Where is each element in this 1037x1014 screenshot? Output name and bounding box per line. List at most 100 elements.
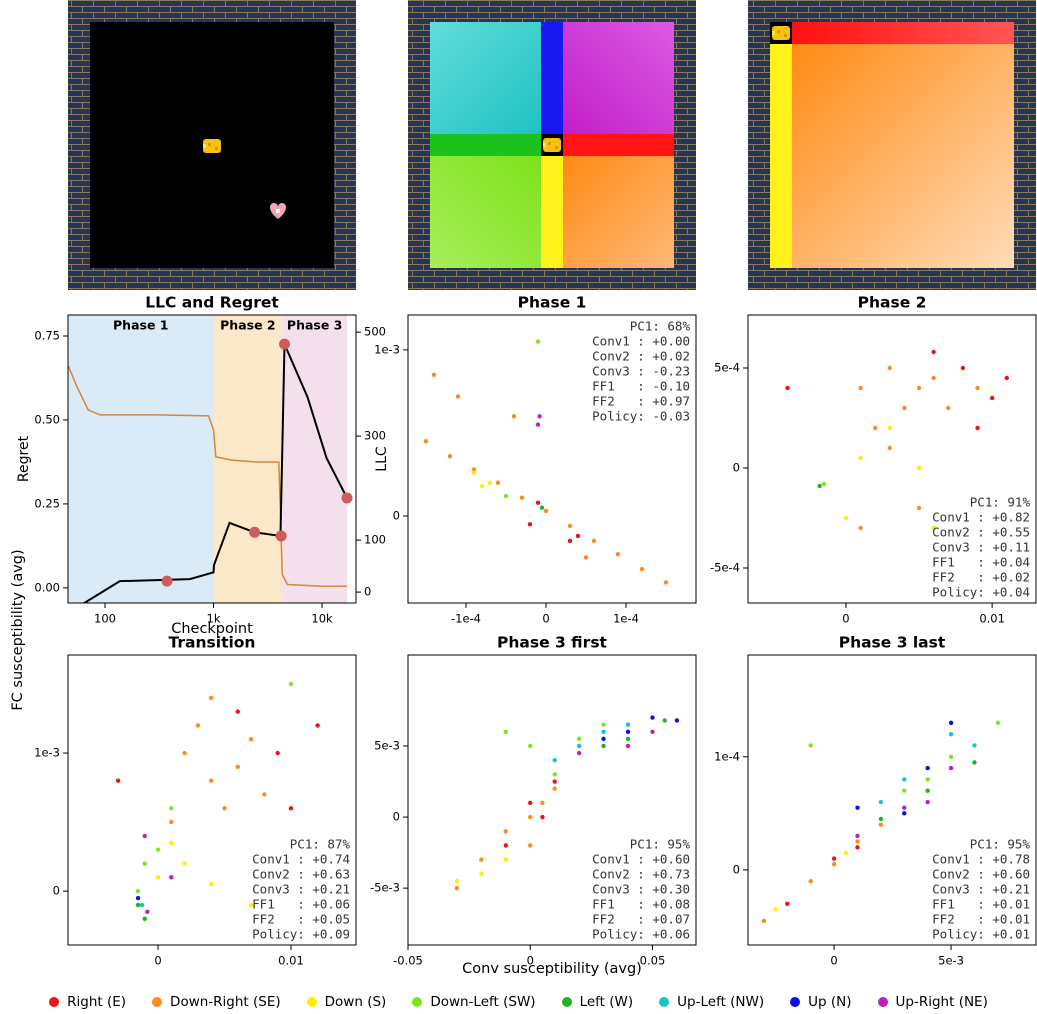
scatter-point <box>142 861 147 866</box>
x-tick-label: 0 <box>154 954 161 968</box>
scatter-point <box>887 425 893 431</box>
x-tick-label: 0 <box>542 612 549 626</box>
scatter-point <box>843 515 849 521</box>
scatter-point <box>887 365 893 371</box>
y-tick-label: 1e-3 <box>34 746 60 760</box>
legend-label: Right (E) <box>67 994 127 1010</box>
legend-marker <box>412 997 423 1007</box>
legend-marker <box>790 997 801 1007</box>
legend-marker <box>877 997 888 1007</box>
scatter-point <box>931 349 936 355</box>
scatter-point <box>527 522 533 527</box>
scatter-point <box>639 566 645 572</box>
annotation: Conv1 : +0.78 <box>932 852 1030 867</box>
phase-band <box>68 315 214 603</box>
scatter-point <box>872 425 878 431</box>
scatter-point <box>855 845 860 850</box>
annotation: PC1: 87% <box>290 837 351 852</box>
scatter-point <box>169 806 174 811</box>
annotation: Conv2 : +0.55 <box>932 525 1030 540</box>
scatter-point <box>169 875 174 880</box>
scatter-point <box>576 736 582 742</box>
axes-frame <box>407 654 697 946</box>
annotation: FF2 : +0.01 <box>932 912 1030 927</box>
annotation: Conv2 : +0.73 <box>592 867 690 882</box>
scatter-point <box>195 723 201 728</box>
phase-label: Phase 2 <box>220 318 275 333</box>
scatter-point <box>540 800 545 806</box>
scatter-point <box>575 533 581 539</box>
y-tick-label: 0.25 <box>34 496 60 510</box>
scatter-point <box>552 786 557 791</box>
legend-item: Up (N) <box>790 994 852 1010</box>
axes-frame <box>67 314 357 604</box>
y-axis-label: FC susceptibility (avg) <box>10 549 26 710</box>
scatter-point <box>960 365 966 371</box>
scatter-point <box>471 470 477 475</box>
line <box>82 343 348 603</box>
annotation: FF2 : +0.97 <box>592 394 690 409</box>
scatter-point <box>625 722 631 727</box>
scatter-point <box>567 538 573 544</box>
x-tick-label: 0.05 <box>640 954 666 968</box>
scatter-point <box>209 882 214 887</box>
legend-label: Left (W) <box>579 994 634 1010</box>
scatter-point <box>808 743 813 748</box>
scatter-point <box>662 718 667 723</box>
scatter-point <box>142 916 147 921</box>
scatter-point <box>235 764 240 770</box>
scatter-point <box>601 743 606 749</box>
legend-label: Down-Right (SE) <box>170 994 281 1010</box>
scatter-point <box>817 483 822 489</box>
annotation: Conv3 : +0.30 <box>592 882 690 897</box>
x-axis-label: Conv susceptibility (avg) <box>462 961 642 977</box>
scatter-point <box>155 875 161 880</box>
x-tick-label: 100 <box>94 612 116 626</box>
scatter-point <box>248 902 254 908</box>
scatter-point <box>528 843 533 848</box>
x-tick-label: -1e-4 <box>451 612 481 626</box>
scatter-point <box>535 500 541 505</box>
scatter-point <box>288 681 294 687</box>
scatter-point <box>479 857 484 862</box>
scatter-point <box>948 754 954 759</box>
y-tick-label: 5e-3 <box>374 738 400 752</box>
scatter-point <box>528 743 533 749</box>
annotation: PC1: 91% <box>970 495 1031 510</box>
scatter-point <box>615 551 621 557</box>
scatter-point <box>972 760 977 765</box>
x-tick-label: 0 <box>830 954 837 968</box>
x-tick-label: -0.05 <box>393 954 423 968</box>
scatter-point <box>878 816 884 822</box>
y-tick-label: 0 <box>733 461 740 475</box>
scatter-point <box>946 405 951 411</box>
scatter-point <box>169 819 174 825</box>
scatter-point <box>543 508 549 514</box>
scatter-point <box>948 720 954 726</box>
scatter-point <box>169 840 174 846</box>
scatter-point <box>576 743 582 749</box>
scatter-point <box>503 857 508 862</box>
scatter-point <box>878 799 884 805</box>
highlight-point <box>161 575 173 587</box>
legend-item: Left (W) <box>561 994 634 1010</box>
scatter-point <box>552 779 557 784</box>
scatter-point <box>878 822 884 827</box>
annotation: Conv3 : -0.23 <box>592 364 690 379</box>
legend-label: Down-Left (SW) <box>430 994 536 1010</box>
highlight-point <box>249 526 261 538</box>
scatter-point <box>902 777 907 782</box>
scatter-point <box>503 829 508 834</box>
annotation: Policy: +0.09 <box>252 927 350 942</box>
chart-title: Phase 1 <box>518 294 587 312</box>
scatter-point <box>423 439 429 444</box>
y-tick-label: 500 <box>364 325 386 339</box>
scatter-point <box>135 895 141 901</box>
line <box>68 365 348 587</box>
x-axis-label: Checkpoint <box>171 621 253 637</box>
y-tick-label: 0 <box>53 884 60 898</box>
scatter-point <box>931 375 936 381</box>
scatter-point <box>989 395 995 401</box>
scatter-point <box>528 814 533 820</box>
annotation: FF1 : +0.08 <box>592 897 690 912</box>
